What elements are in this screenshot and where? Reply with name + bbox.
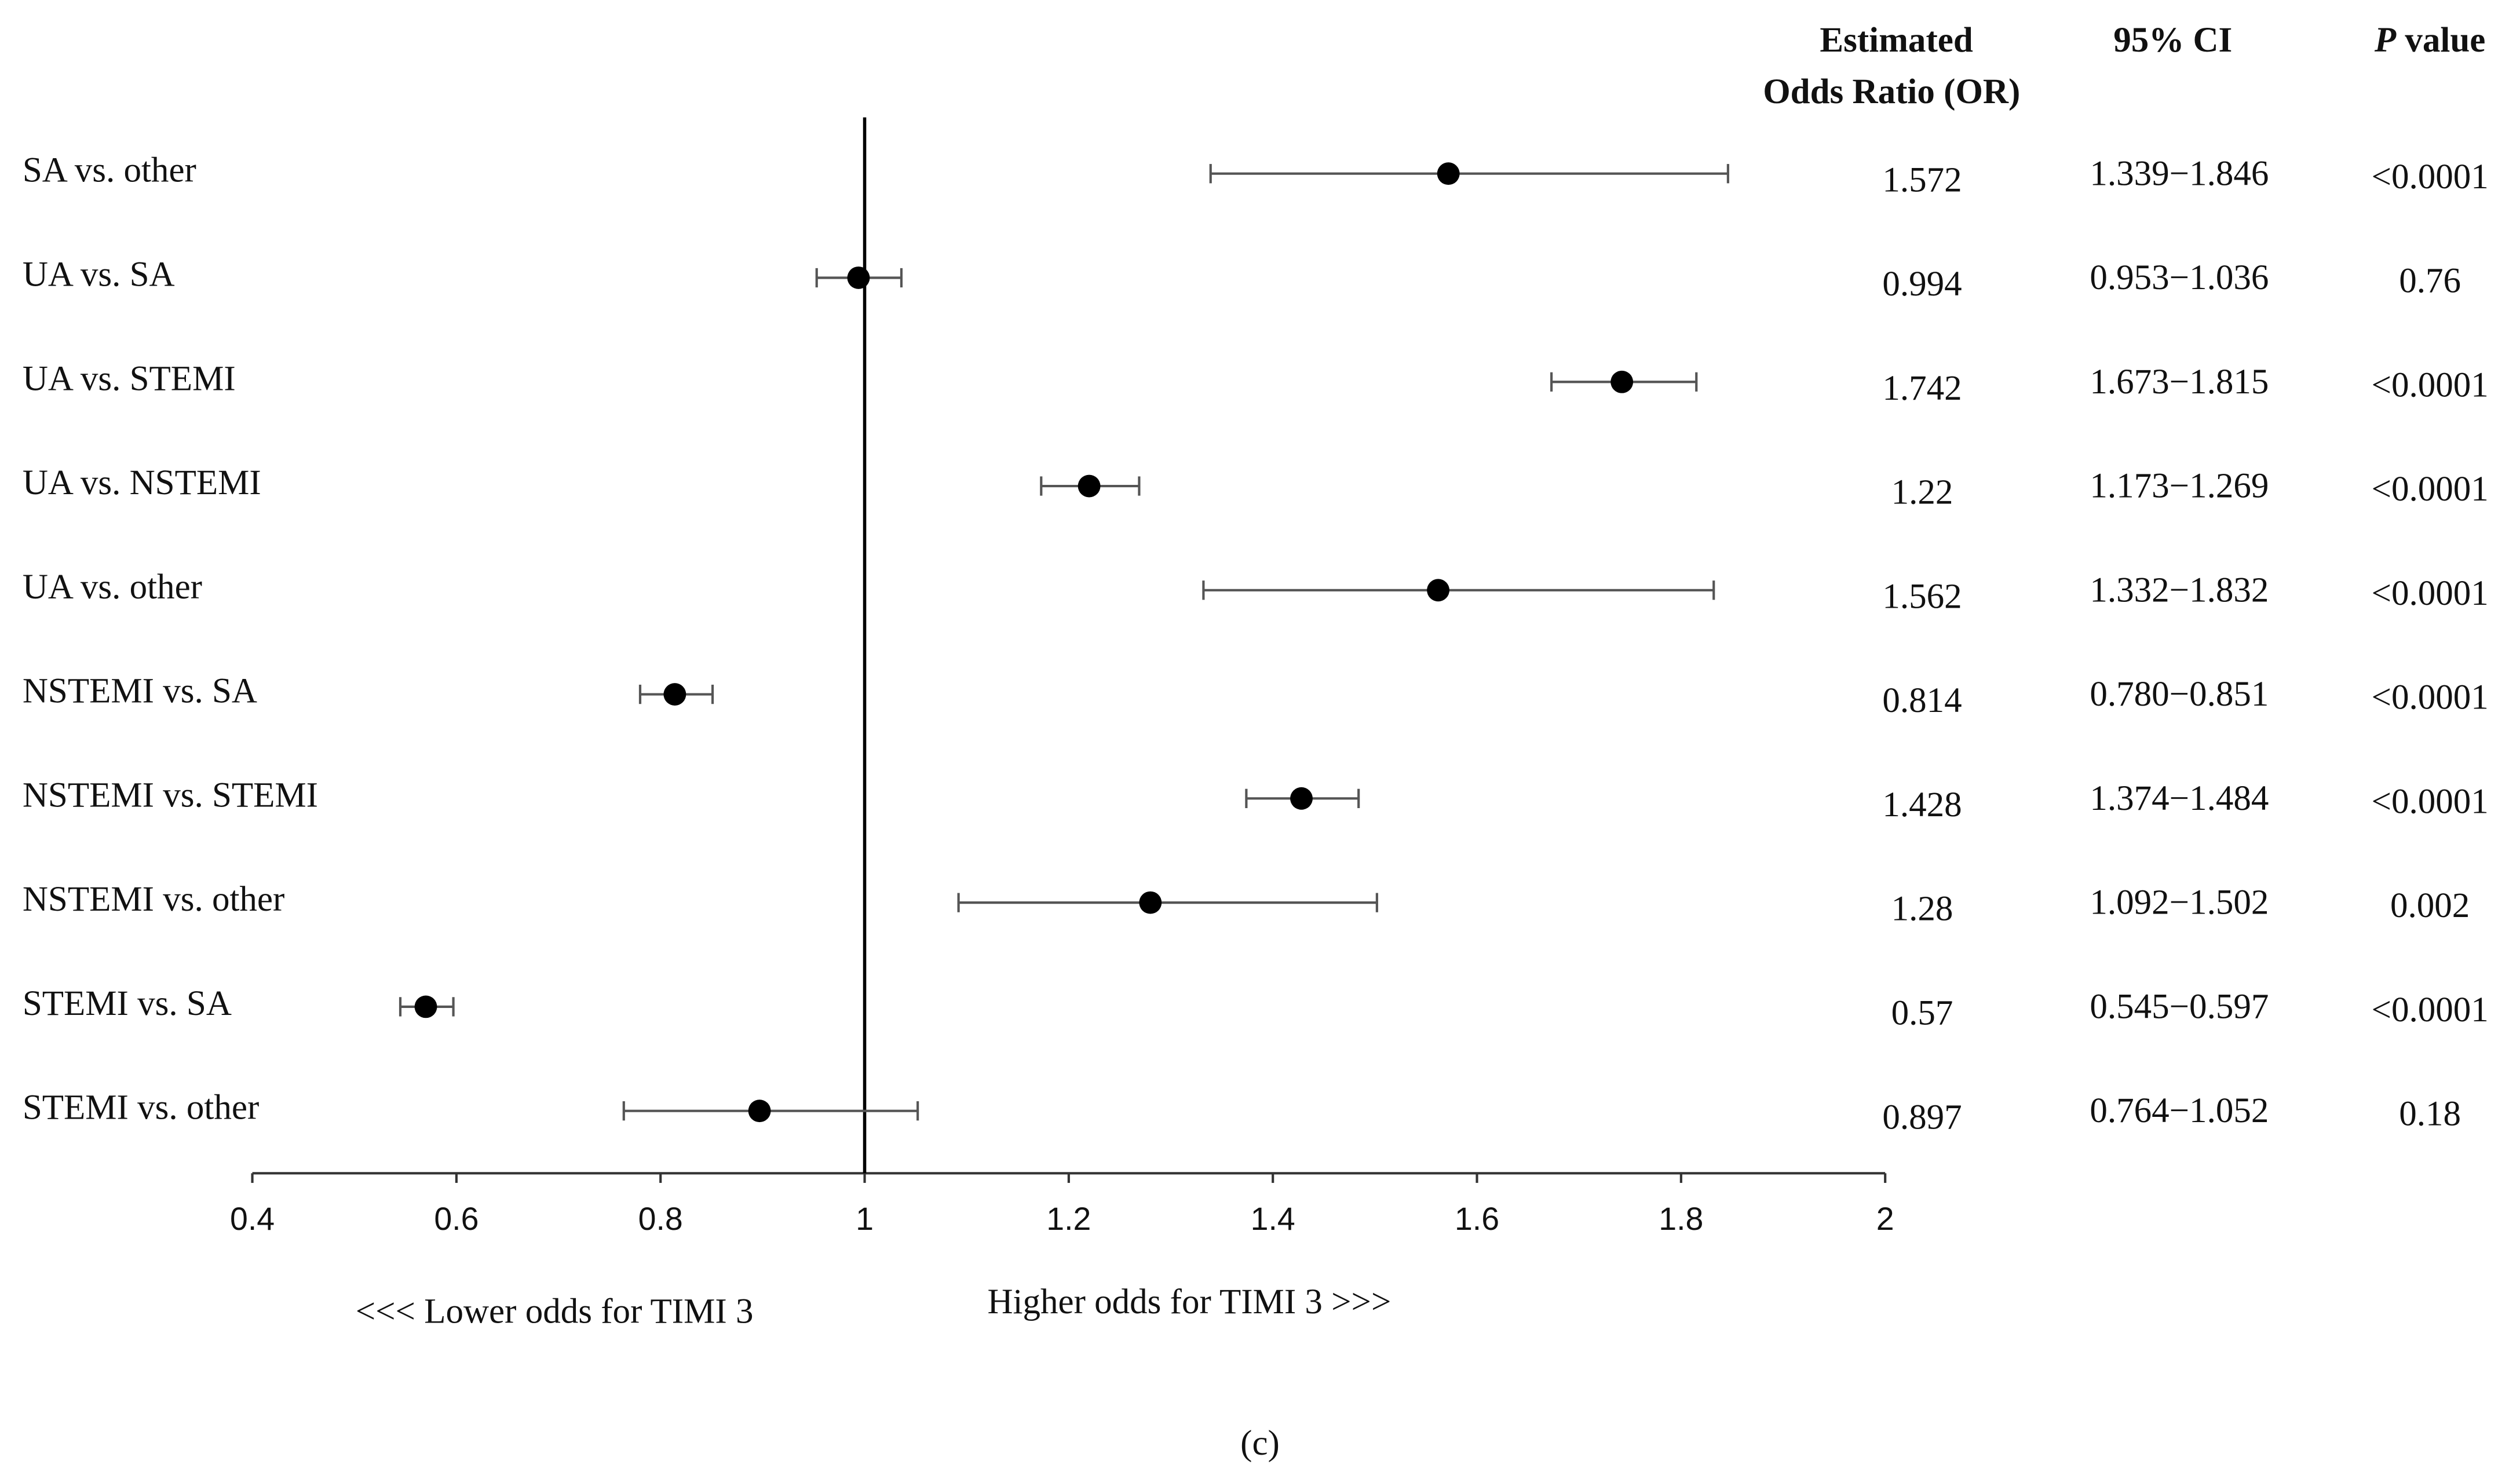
or-value: 1.428	[1882, 786, 1962, 824]
or-value: 0.814	[1882, 681, 1962, 720]
ci-label: 0.953−1.036	[2090, 258, 2269, 297]
estimate-point	[663, 683, 686, 706]
x-tick-label: 2	[1876, 1201, 1894, 1237]
ci-label: 1.374−1.484	[2090, 779, 2269, 818]
x-tick-label: 0.8	[638, 1201, 683, 1237]
ci-label: 1.339−1.846	[2090, 154, 2269, 193]
header-p-rest: value	[2396, 21, 2485, 60]
x-tick-label: 0.4	[230, 1201, 275, 1237]
estimate-point	[414, 995, 437, 1018]
p-value: 0.18	[2399, 1095, 2461, 1134]
row-label: NSTEMI vs. STEMI	[23, 776, 318, 814]
row-label: STEMI vs. other	[23, 1088, 259, 1127]
x-tick-label: 1.8	[1659, 1201, 1703, 1237]
ci-label: 1.673−1.815	[2090, 363, 2269, 401]
p-value: <0.0001	[2372, 678, 2489, 717]
p-value: <0.0001	[2372, 782, 2489, 821]
p-value: 0.76	[2399, 262, 2461, 301]
estimate-point	[1078, 474, 1101, 498]
row-label: SA vs. other	[23, 151, 196, 190]
header-ci: 95% CI	[2113, 21, 2232, 60]
ci-label: 1.173−1.269	[2090, 467, 2269, 506]
estimate-point	[1437, 162, 1460, 185]
or-value: 1.572	[1882, 160, 1962, 199]
header-estimate: Estimated	[1820, 21, 1973, 60]
estimate-point	[1427, 579, 1449, 602]
ci-label: 0.545−0.597	[2090, 987, 2269, 1026]
annotation: <<< Lower odds for TIMI 3	[356, 1292, 754, 1331]
row-label: UA vs. other	[23, 568, 202, 607]
x-tick-label: 1	[856, 1201, 874, 1237]
row-label: UA vs. NSTEMI	[23, 463, 261, 502]
row-label: NSTEMI vs. SA	[23, 672, 257, 711]
caption: (c)	[1240, 1424, 1280, 1463]
header-estimate: Odds Ratio (OR)	[1763, 72, 2020, 111]
x-tick-label: 1.2	[1046, 1201, 1091, 1237]
or-value: 1.742	[1882, 369, 1962, 408]
ci-label: 1.092−1.502	[2090, 883, 2269, 922]
p-value: <0.0001	[2372, 158, 2489, 196]
or-value: 1.562	[1882, 577, 1962, 616]
estimate-point	[1290, 787, 1313, 810]
or-value: 0.897	[1882, 1098, 1962, 1137]
p-value: <0.0001	[2372, 574, 2489, 613]
or-value: 0.994	[1882, 265, 1962, 304]
x-tick-label: 0.6	[434, 1201, 479, 1237]
or-value: 1.28	[1891, 890, 1953, 929]
x-tick-label: 1.4	[1251, 1201, 1295, 1237]
p-value: <0.0001	[2372, 470, 2489, 509]
row-label: STEMI vs. SA	[23, 984, 232, 1023]
ci-label: 0.764−1.052	[2090, 1091, 2269, 1130]
row-label: UA vs. SA	[23, 255, 175, 294]
header-p-italic: P	[2374, 21, 2397, 60]
row-label: UA vs. STEMI	[23, 359, 236, 398]
p-value: <0.0001	[2372, 366, 2489, 404]
or-value: 0.57	[1891, 994, 1953, 1033]
x-tick-label: 1.6	[1455, 1201, 1499, 1237]
p-value: 0.002	[2390, 886, 2470, 925]
or-value: 1.22	[1891, 473, 1953, 512]
header-p: P value	[2374, 21, 2486, 60]
estimate-point	[1139, 891, 1162, 914]
estimate-point	[748, 1100, 771, 1123]
annotation: Higher odds for TIMI 3 >>>	[987, 1283, 1391, 1321]
estimate-point	[847, 266, 870, 289]
ci-label: 0.780−0.851	[2090, 675, 2269, 714]
ci-label: 1.332−1.832	[2090, 571, 2269, 609]
row-label: NSTEMI vs. other	[23, 880, 285, 919]
p-value: <0.0001	[2372, 991, 2489, 1029]
estimate-point	[1610, 370, 1634, 393]
